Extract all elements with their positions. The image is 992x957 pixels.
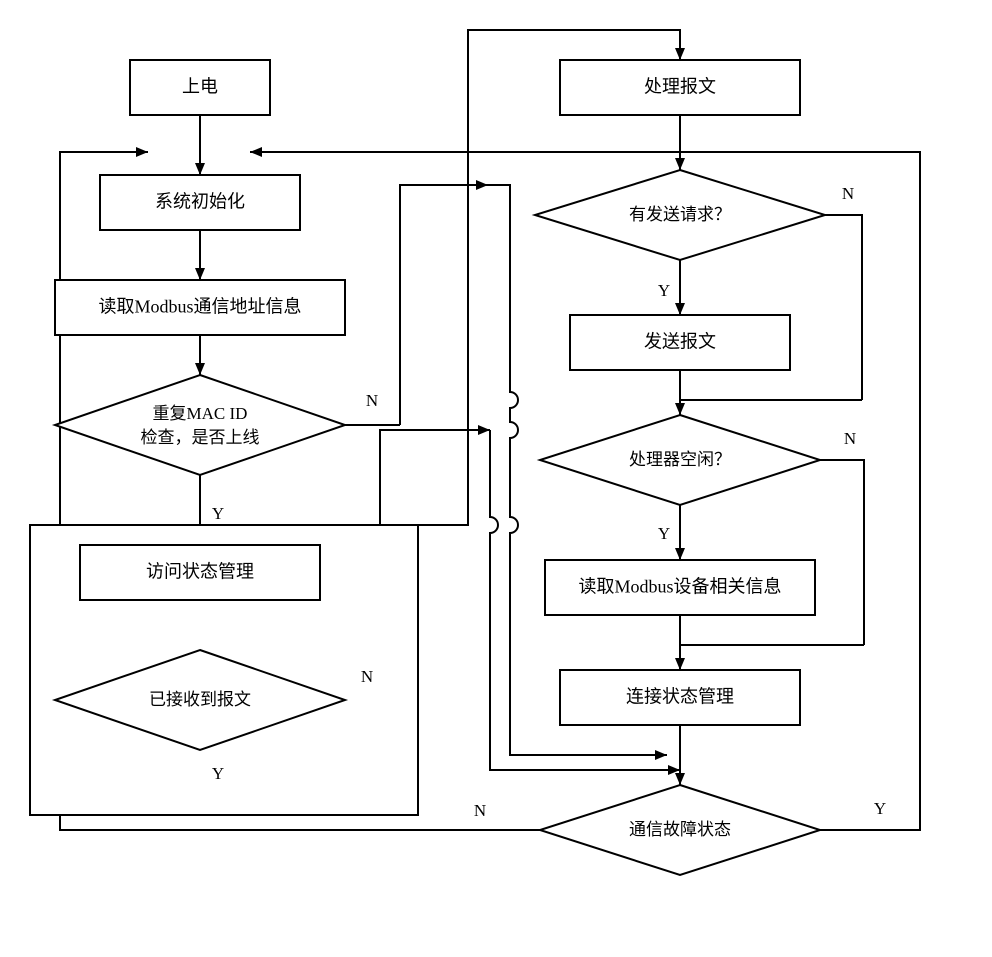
flow-edge-e_d3N <box>825 215 862 400</box>
flow-edge-label-e4: Y <box>212 504 224 523</box>
flow-edge-label-e_d4Y_n7: Y <box>658 524 670 543</box>
flow-diamond-label1-d1: 重复MAC ID <box>153 404 248 423</box>
flow-edge-label-e_d4N: N <box>844 429 856 448</box>
flow-arrow-e3 <box>195 363 205 375</box>
flow-diamond-label2-d1: 检查，是否上线 <box>141 428 260 447</box>
flow-arrow-e_d2N_to_d4 <box>478 425 490 435</box>
flow-arrow-e_d5Y <box>250 147 262 157</box>
flow-edge-label-e_d1N_no_arrow: N <box>366 391 378 410</box>
flow-rect-label-n2: 系统初始化 <box>155 192 245 212</box>
flow-rect-label-n8: 连接状态管理 <box>626 687 734 707</box>
flow-arrow-e_n8_d5 <box>675 773 685 785</box>
flow-arrow-e_frame_to_n5 <box>675 48 685 60</box>
flow-rect-label-n7: 读取Modbus设备相关信息 <box>578 577 781 597</box>
flow-edge-e_d1N_to_d3 <box>400 185 488 425</box>
flow-arrow-e_d3Y_n6 <box>675 303 685 315</box>
flow-edge-label-e_d2N_no_arrow: N <box>361 667 373 686</box>
flow-arrow-e_into_n8 <box>675 658 685 670</box>
flow-rect-label-n4: 访问状态管理 <box>146 562 254 582</box>
flow-arrow-e_d5N <box>136 147 148 157</box>
flow-arrow-e1 <box>195 163 205 175</box>
flow-diamond-label-d2: 已接收到报文 <box>149 690 251 709</box>
flow-rect-label-n5: 处理报文 <box>644 77 716 97</box>
flow-diamond-label-d3: 有发送请求？ <box>629 205 731 224</box>
flow-arrow-e2 <box>195 268 205 280</box>
flow-rect-label-n1: 上电 <box>182 77 218 97</box>
flow-arrow-e_n5_d3 <box>675 158 685 170</box>
flow-rect-label-n6: 发送报文 <box>644 332 716 352</box>
flow-arrow-e_d4Y_n7 <box>675 548 685 560</box>
flow-diamond-label-d4: 处理器空闲？ <box>629 450 731 469</box>
flow-edge-label-e_d3Y_n6: Y <box>658 281 670 300</box>
flow-edge-label-e_d5N: N <box>474 801 486 820</box>
flow-diamond-d1 <box>55 375 345 475</box>
flow-edge-label-e_d3N: N <box>842 184 854 203</box>
flow-arrow-e_bus_488_join <box>655 750 667 760</box>
flow-edge-label-e6: Y <box>212 764 224 783</box>
flow-edge-e_d4N <box>820 460 864 645</box>
flow-arrow-e_into_d4 <box>675 403 685 415</box>
flow-rect-label-n3: 读取Modbus通信地址信息 <box>98 297 301 317</box>
flow-arrow-e_d1N_to_d3 <box>476 180 488 190</box>
flow-edge-label-e_d5Y: Y <box>874 799 886 818</box>
flow-diamond-label-d5: 通信故障状态 <box>629 820 731 839</box>
